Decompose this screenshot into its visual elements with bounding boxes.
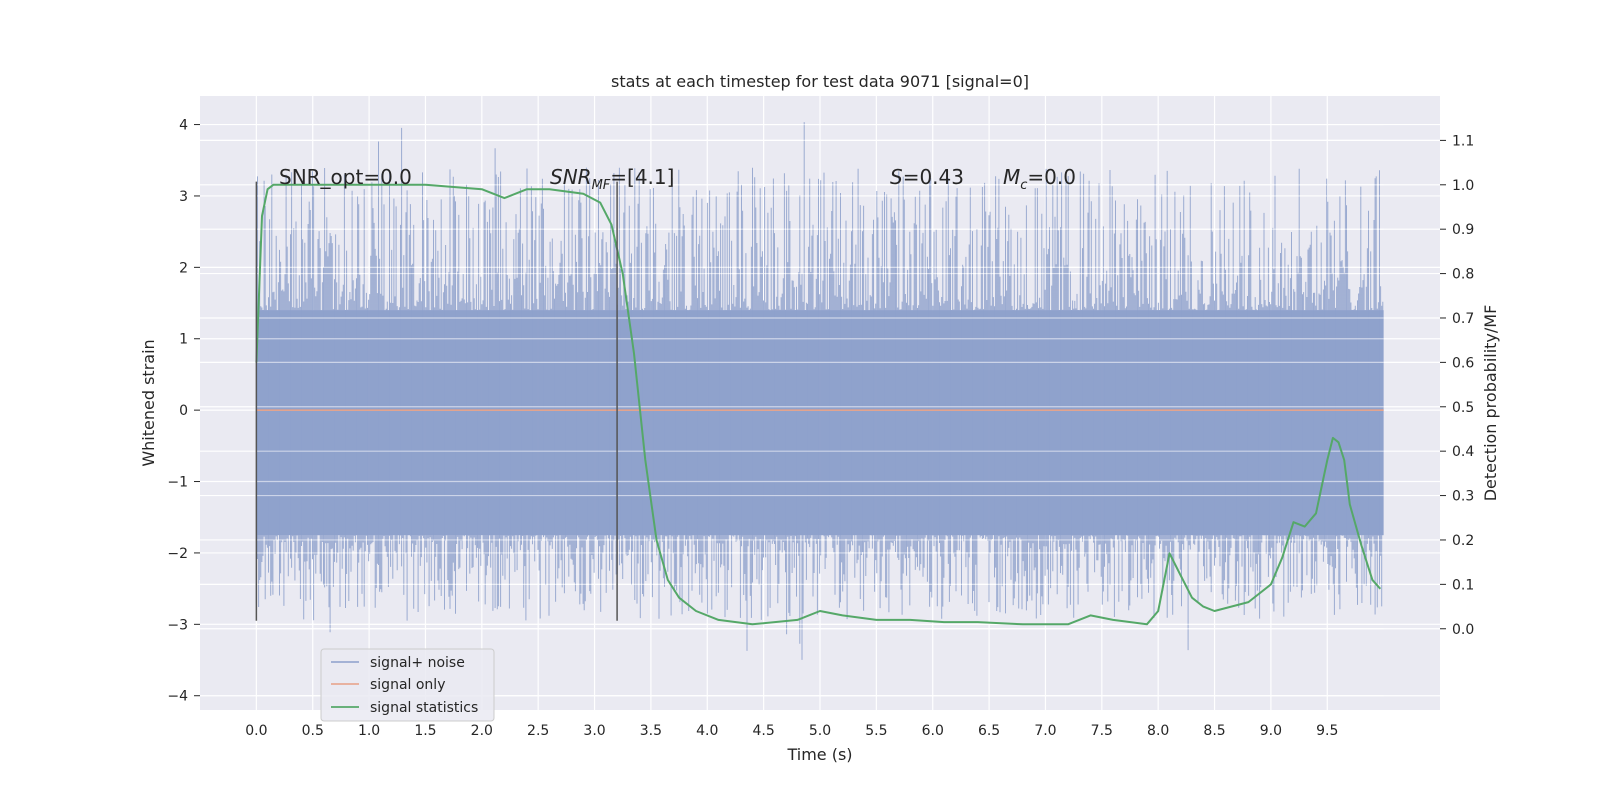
legend-label-signal-statistics: signal statistics	[370, 700, 478, 716]
x-tick-label: 2.0	[471, 723, 493, 739]
x-tick-label: 7.0	[1034, 723, 1056, 739]
x-tick-label: 0.0	[245, 723, 267, 739]
legend: signal+ noise signal only signal statist…	[320, 648, 495, 722]
y-tick-label: 4	[179, 118, 188, 134]
x-tick-label: 5.5	[865, 723, 887, 739]
x-tick-label: 9.5	[1316, 723, 1338, 739]
annotation-snr-mf-base: SNR	[550, 165, 592, 189]
annotation-snr-mf: SNRMF=[4.1]	[550, 165, 674, 193]
x-tick-label: 4.5	[753, 723, 775, 739]
y-right-tick-label: 1.1	[1452, 133, 1474, 149]
y-right-tick-label: 0.4	[1452, 444, 1474, 460]
grid-overlay	[256, 123, 1384, 697]
annotation-mc: Mc=0.0	[1003, 165, 1076, 193]
annotation-snr-mf-rest: =[4.1]	[610, 165, 674, 189]
y-right-tick-label: 0.6	[1452, 355, 1474, 371]
annotation-mc-sub: c	[1020, 178, 1027, 193]
legend-label-signal-only: signal only	[370, 677, 445, 693]
x-axis-label: Time (s)	[786, 745, 852, 764]
y-right-tick-label: 0.7	[1452, 311, 1474, 327]
x-tick-label: 4.0	[696, 723, 718, 739]
x-tick-label: 1.5	[414, 723, 436, 739]
x-tick-label: 6.5	[978, 723, 1000, 739]
x-tick-label: 8.5	[1203, 723, 1225, 739]
annotation-snr-opt: SNR_opt=0.0	[279, 165, 412, 189]
y-right-tick-label: 0.5	[1452, 400, 1474, 416]
y-tick-label: −2	[167, 546, 188, 562]
y-tick-label: 2	[179, 260, 188, 276]
y-axis-right-label: Detection probability/MF	[1481, 305, 1500, 502]
x-tick-label: 0.5	[302, 723, 324, 739]
y-tick-label: 3	[179, 189, 188, 205]
y-right-tick-label: 0.0	[1452, 622, 1474, 638]
lines	[255, 183, 1384, 626]
x-tick-label: 3.5	[640, 723, 662, 739]
y-tick-label: −4	[167, 689, 188, 705]
vertical-markers	[255, 181, 618, 621]
y-right-tick-label: 0.8	[1452, 267, 1474, 283]
series-signal-noise	[255, 122, 1384, 697]
series-signal-statistics	[255, 183, 1382, 626]
y-right-tick-label: 0.1	[1452, 577, 1474, 593]
x-tick-label: 8.0	[1147, 723, 1169, 739]
y-right-tick-label: 0.9	[1452, 222, 1474, 238]
annotations: SNR_opt=0.0 SNRMF=[4.1] S=0.43 Mc=0.0	[279, 165, 1076, 193]
legend-label-signal-noise: signal+ noise	[370, 655, 465, 671]
x-tick-label: 3.0	[583, 723, 605, 739]
legend-box	[320, 648, 495, 722]
y-tick-label: 0	[179, 403, 188, 419]
y-right-tick-label: 0.2	[1452, 533, 1474, 549]
x-tick-label: 7.5	[1091, 723, 1113, 739]
ticks: 0.0 0.5 1.0 1.5 2.0 2.5 3.0 3.5 4.0 4.5 5.0 5.5 6.0 6…	[167, 118, 1474, 739]
y-tick-label: −1	[167, 475, 188, 491]
annotation-mc-value: =0.0	[1027, 165, 1076, 189]
y-axis-label: Whitened strain	[139, 339, 158, 466]
chart-title: stats at each timestep for test data 907…	[611, 72, 1029, 91]
annotation-s-var: S	[890, 165, 903, 189]
x-tick-label: 6.0	[922, 723, 944, 739]
y-tick-label: −3	[167, 617, 188, 633]
annotation-snr-mf-sub: MF	[592, 178, 611, 193]
y-right-tick-label: 0.3	[1452, 489, 1474, 505]
y-tick-label: 1	[179, 332, 188, 348]
annotation-mc-base: M	[1003, 165, 1020, 189]
x-tick-label: 2.5	[527, 723, 549, 739]
x-tick-label: 1.0	[358, 723, 380, 739]
x-tick-label: 9.0	[1260, 723, 1282, 739]
annotation-s: S=0.43	[890, 165, 964, 189]
y-right-tick-label: 1.0	[1452, 178, 1474, 194]
x-tick-label: 5.0	[809, 723, 831, 739]
annotation-s-value: =0.43	[903, 165, 964, 189]
